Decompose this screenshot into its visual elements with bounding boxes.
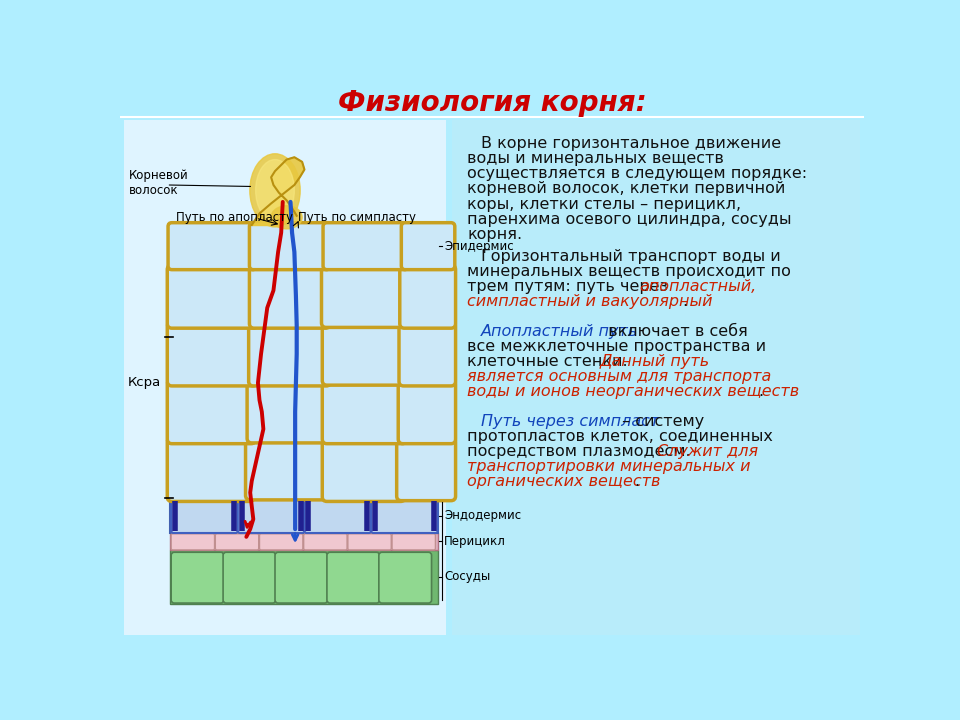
FancyBboxPatch shape [238,499,304,533]
FancyBboxPatch shape [323,438,405,501]
FancyBboxPatch shape [322,265,408,328]
FancyBboxPatch shape [170,550,438,604]
FancyBboxPatch shape [323,322,408,385]
Text: Физиология корня:: Физиология корня: [338,89,646,117]
Text: симпластный и вакуолярный: симпластный и вакуолярный [468,294,712,309]
Text: Путь по апопласту: Путь по апопласту [176,211,293,224]
Text: протопластов клеток, соединенных: протопластов клеток, соединенных [468,429,773,444]
Ellipse shape [250,154,300,227]
Text: Горизонтальный транспорт воды и: Горизонтальный транспорт воды и [481,249,780,264]
FancyBboxPatch shape [324,222,408,270]
FancyBboxPatch shape [170,533,438,550]
FancyBboxPatch shape [399,265,456,328]
FancyBboxPatch shape [396,438,456,500]
Text: .: . [757,384,763,399]
FancyBboxPatch shape [401,222,455,270]
Text: клеточные стенки.: клеточные стенки. [468,354,633,369]
Text: органических веществ: органических веществ [468,474,660,490]
Text: В корне горизонтальное движение: В корне горизонтальное движение [481,137,781,151]
Text: апопластный,: апопластный, [639,279,756,294]
FancyBboxPatch shape [171,499,238,533]
FancyBboxPatch shape [167,438,254,501]
FancyBboxPatch shape [124,120,445,634]
Text: осуществляется в следующем порядке:: осуществляется в следующем порядке: [468,166,807,181]
Text: Эпидермис: Эпидермис [444,240,514,253]
FancyBboxPatch shape [303,534,348,550]
FancyBboxPatch shape [452,120,860,634]
FancyBboxPatch shape [259,534,303,550]
FancyBboxPatch shape [246,438,331,500]
Text: Ксра: Ксра [128,377,161,390]
Text: .: . [634,474,639,490]
FancyBboxPatch shape [247,379,331,443]
Text: Перицикл: Перицикл [444,535,506,548]
FancyBboxPatch shape [168,222,256,270]
Text: Корневой
волосок: Корневой волосок [130,168,189,197]
FancyBboxPatch shape [304,499,372,533]
FancyBboxPatch shape [215,534,259,550]
FancyBboxPatch shape [170,498,438,533]
Text: трем путям: путь через: трем путям: путь через [468,279,673,294]
FancyBboxPatch shape [348,534,392,550]
FancyBboxPatch shape [392,534,436,550]
Text: коры, клетки стелы – перицикл,: коры, клетки стелы – перицикл, [468,197,741,212]
FancyBboxPatch shape [249,322,331,386]
Text: Апопластный путь: Апопластный путь [481,324,638,339]
Text: все межклеточные пространства и: все межклеточные пространства и [468,339,766,354]
Text: паренхима осевого цилиндра, сосуды: паренхима осевого цилиндра, сосуды [468,212,792,227]
FancyBboxPatch shape [372,499,438,533]
Text: корня.: корня. [468,227,522,241]
FancyBboxPatch shape [171,552,224,603]
Text: Путь через симпласт: Путь через симпласт [481,414,660,429]
Polygon shape [252,157,304,225]
Text: Путь по симпласту: Путь по симпласту [299,211,417,224]
Text: является основным для транспорта: является основным для транспорта [468,369,772,384]
FancyBboxPatch shape [250,222,330,270]
Text: Служит для: Служит для [657,444,758,459]
FancyBboxPatch shape [399,322,456,386]
FancyBboxPatch shape [379,552,432,603]
Text: воды и ионов неорганических веществ: воды и ионов неорганических веществ [468,384,800,399]
Text: транспортировки минеральных и: транспортировки минеральных и [468,459,751,474]
Text: – систему: – систему [616,414,704,429]
Text: корневой волосок, клетки первичной: корневой волосок, клетки первичной [468,181,785,197]
FancyBboxPatch shape [250,265,330,328]
Text: Эндодермис: Эндодермис [444,509,521,522]
FancyBboxPatch shape [275,552,327,603]
FancyBboxPatch shape [167,322,257,386]
FancyBboxPatch shape [323,379,407,444]
FancyBboxPatch shape [167,379,255,444]
Text: Сосуды: Сосуды [444,570,491,583]
Text: включает в себя: включает в себя [603,324,748,339]
FancyBboxPatch shape [223,552,276,603]
Text: Данный путь: Данный путь [600,354,709,369]
FancyBboxPatch shape [171,534,214,550]
FancyBboxPatch shape [327,552,379,603]
Text: посредством плазмодесм.: посредством плазмодесм. [468,444,696,459]
Ellipse shape [271,206,302,229]
FancyBboxPatch shape [167,265,258,328]
Text: минеральных веществ происходит по: минеральных веществ происходит по [468,264,791,279]
Text: воды и минеральных веществ: воды и минеральных веществ [468,151,724,166]
Text: .: . [683,294,687,309]
FancyBboxPatch shape [398,379,456,444]
Ellipse shape [255,160,295,221]
